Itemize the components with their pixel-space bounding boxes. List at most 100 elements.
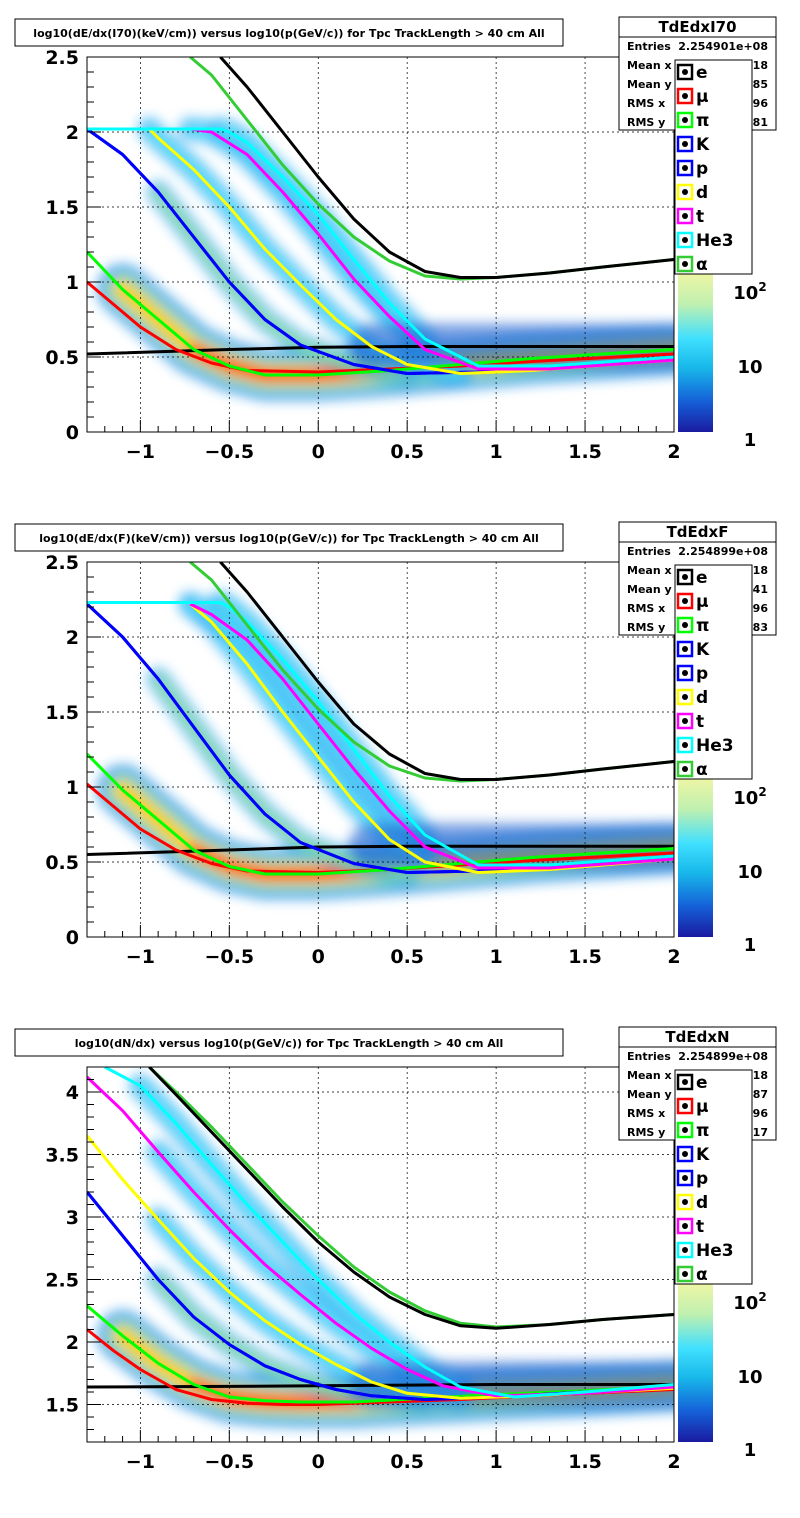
curve-e-upper bbox=[148, 1067, 674, 1330]
y-tick-label: 1 bbox=[66, 272, 79, 294]
legend-label-e: e bbox=[696, 63, 708, 83]
curve-he3 bbox=[104, 1067, 674, 1399]
stat-label: RMS y bbox=[627, 1126, 665, 1139]
stat-label: Entries bbox=[627, 545, 671, 558]
legend-swatch-d bbox=[676, 688, 694, 706]
y-tick-label: 1.5 bbox=[45, 1395, 79, 1417]
x-tick-label: 1.5 bbox=[568, 946, 602, 968]
curve-t bbox=[87, 1075, 674, 1398]
legend-label-t: t bbox=[696, 712, 704, 732]
x-tick-label: 1 bbox=[490, 946, 503, 968]
z-tick-label: 1 bbox=[744, 430, 757, 451]
legend-label-pi: π bbox=[696, 616, 709, 636]
legend-swatch-p bbox=[676, 159, 694, 177]
legend-swatch-he3 bbox=[676, 736, 694, 754]
curve-pi bbox=[87, 752, 674, 876]
y-tick-label: 1.5 bbox=[45, 702, 79, 724]
curve-pi bbox=[87, 250, 674, 377]
legend-label-mu: μ bbox=[696, 87, 709, 107]
y-tick-label: 1 bbox=[66, 777, 79, 799]
legend-swatch-he3 bbox=[676, 1241, 694, 1259]
curve-d bbox=[189, 602, 674, 874]
x-tick-label: 0.5 bbox=[390, 441, 424, 463]
legend-label-p: p bbox=[696, 664, 708, 684]
hist-name: TdEdxI70 bbox=[658, 18, 736, 36]
axes: −1 −0.5 0 0.5 1 1.5 2 1.5 2 2.5 3 3.5 4 bbox=[45, 1066, 681, 1473]
x-tick-label: −1 bbox=[126, 1451, 155, 1473]
legend-swatch-k bbox=[676, 1145, 694, 1163]
z-palette bbox=[678, 262, 713, 432]
x-tick-label: −1 bbox=[126, 441, 155, 463]
curve-e bbox=[87, 1383, 674, 1389]
expectation-curves bbox=[87, 57, 674, 377]
axes: −1 −0.5 0 0.5 1 1.5 2 0 0.5 1 1.5 2 2.5 bbox=[45, 47, 680, 463]
stat-label: RMS x bbox=[627, 1107, 665, 1120]
x-tick-label: 1 bbox=[490, 441, 503, 463]
chart-i70: −1 −0.5 0 0.5 1 1.5 2 0 0.5 1 1.5 2 2.5 102 10 1 log10(d… bbox=[14, 16, 777, 463]
chart-panel-f: −1 −0.5 0 0.5 1 1.5 2 0 0.5 1 1.5 2 2.5 102 10 1 log10(d… bbox=[0, 505, 800, 1010]
x-tick-label: 1.5 bbox=[568, 441, 602, 463]
legend-label-d: d bbox=[696, 1193, 708, 1213]
legend-label-mu: μ bbox=[696, 592, 709, 612]
y-tick-label: 2 bbox=[66, 1332, 79, 1354]
stat-label: Mean x bbox=[627, 564, 672, 577]
curve-t bbox=[189, 602, 674, 870]
curve-e bbox=[87, 844, 674, 856]
legend-swatch-k bbox=[676, 640, 694, 658]
y-tick-label: 0 bbox=[66, 422, 79, 444]
stat-label: RMS x bbox=[627, 97, 665, 110]
legend-swatch-e bbox=[676, 63, 694, 81]
expectation-curves bbox=[87, 1067, 674, 1406]
y-tick-label: 3 bbox=[66, 1207, 79, 1229]
curve-t bbox=[189, 127, 674, 371]
stat-label: Mean x bbox=[627, 1069, 672, 1082]
curve-d bbox=[87, 127, 674, 375]
legend-label-t: t bbox=[696, 1217, 704, 1237]
x-tick-label: −0.5 bbox=[205, 946, 255, 968]
legend-swatch-e bbox=[676, 1073, 694, 1091]
chart-panel-i70: −1 −0.5 0 0.5 1 1.5 2 0 0.5 1 1.5 2 2.5 102 10 1 log10(d… bbox=[0, 0, 800, 505]
stat-label: Mean x bbox=[627, 59, 672, 72]
legend-swatch-mu bbox=[676, 1097, 694, 1115]
x-tick-label: 0 bbox=[312, 441, 325, 463]
expectation-curves bbox=[87, 562, 674, 876]
x-tick-label: 1 bbox=[490, 1451, 503, 1473]
x-tick-label: 2 bbox=[667, 946, 680, 968]
curve-e-upper bbox=[219, 57, 674, 279]
stat-value: 2.254899e+08 bbox=[678, 1050, 768, 1063]
stat-label: RMS y bbox=[627, 116, 665, 129]
chart-title: log10(dN/dx) versus log10(p(GeV/c)) for … bbox=[75, 1037, 504, 1050]
legend-label-pi: π bbox=[696, 111, 709, 131]
legend-label-alpha: α bbox=[696, 760, 708, 780]
hist-name: TdEdxN bbox=[665, 1028, 729, 1046]
y-tick-label: 2 bbox=[66, 627, 79, 649]
plot-frame bbox=[86, 561, 675, 938]
legend-swatch-he3 bbox=[676, 231, 694, 249]
legend-swatch-pi bbox=[676, 1121, 694, 1139]
z-tick-label: 1 bbox=[744, 1440, 757, 1461]
legend-label-d: d bbox=[696, 183, 708, 203]
stat-label: Entries bbox=[627, 1050, 671, 1063]
stat-label: Entries bbox=[627, 40, 671, 53]
z-tick-label: 102 bbox=[733, 1290, 766, 1314]
z-tick-label: 102 bbox=[733, 785, 766, 809]
x-tick-label: −0.5 bbox=[205, 1451, 255, 1473]
z-palette bbox=[678, 767, 713, 937]
x-tick-label: 1.5 bbox=[568, 1451, 602, 1473]
legend-swatch-mu bbox=[676, 87, 694, 105]
x-tick-label: 0.5 bbox=[390, 946, 424, 968]
z-tick-label: 1 bbox=[744, 935, 757, 956]
legend-swatch-pi bbox=[676, 111, 694, 129]
stat-label: Mean y bbox=[627, 78, 672, 91]
legend-label-p: p bbox=[696, 159, 708, 179]
x-tick-label: −1 bbox=[126, 946, 155, 968]
legend-swatch-k bbox=[676, 135, 694, 153]
y-tick-label: 4 bbox=[66, 1082, 79, 1104]
legend-swatch-alpha bbox=[676, 760, 694, 778]
legend-swatch-t bbox=[676, 207, 694, 225]
x-tick-label: 2 bbox=[667, 441, 680, 463]
curve-he3 bbox=[87, 127, 674, 368]
x-tick-label: 0 bbox=[312, 1451, 325, 1473]
curve-e bbox=[87, 345, 674, 356]
legend-label-mu: μ bbox=[696, 1097, 709, 1117]
